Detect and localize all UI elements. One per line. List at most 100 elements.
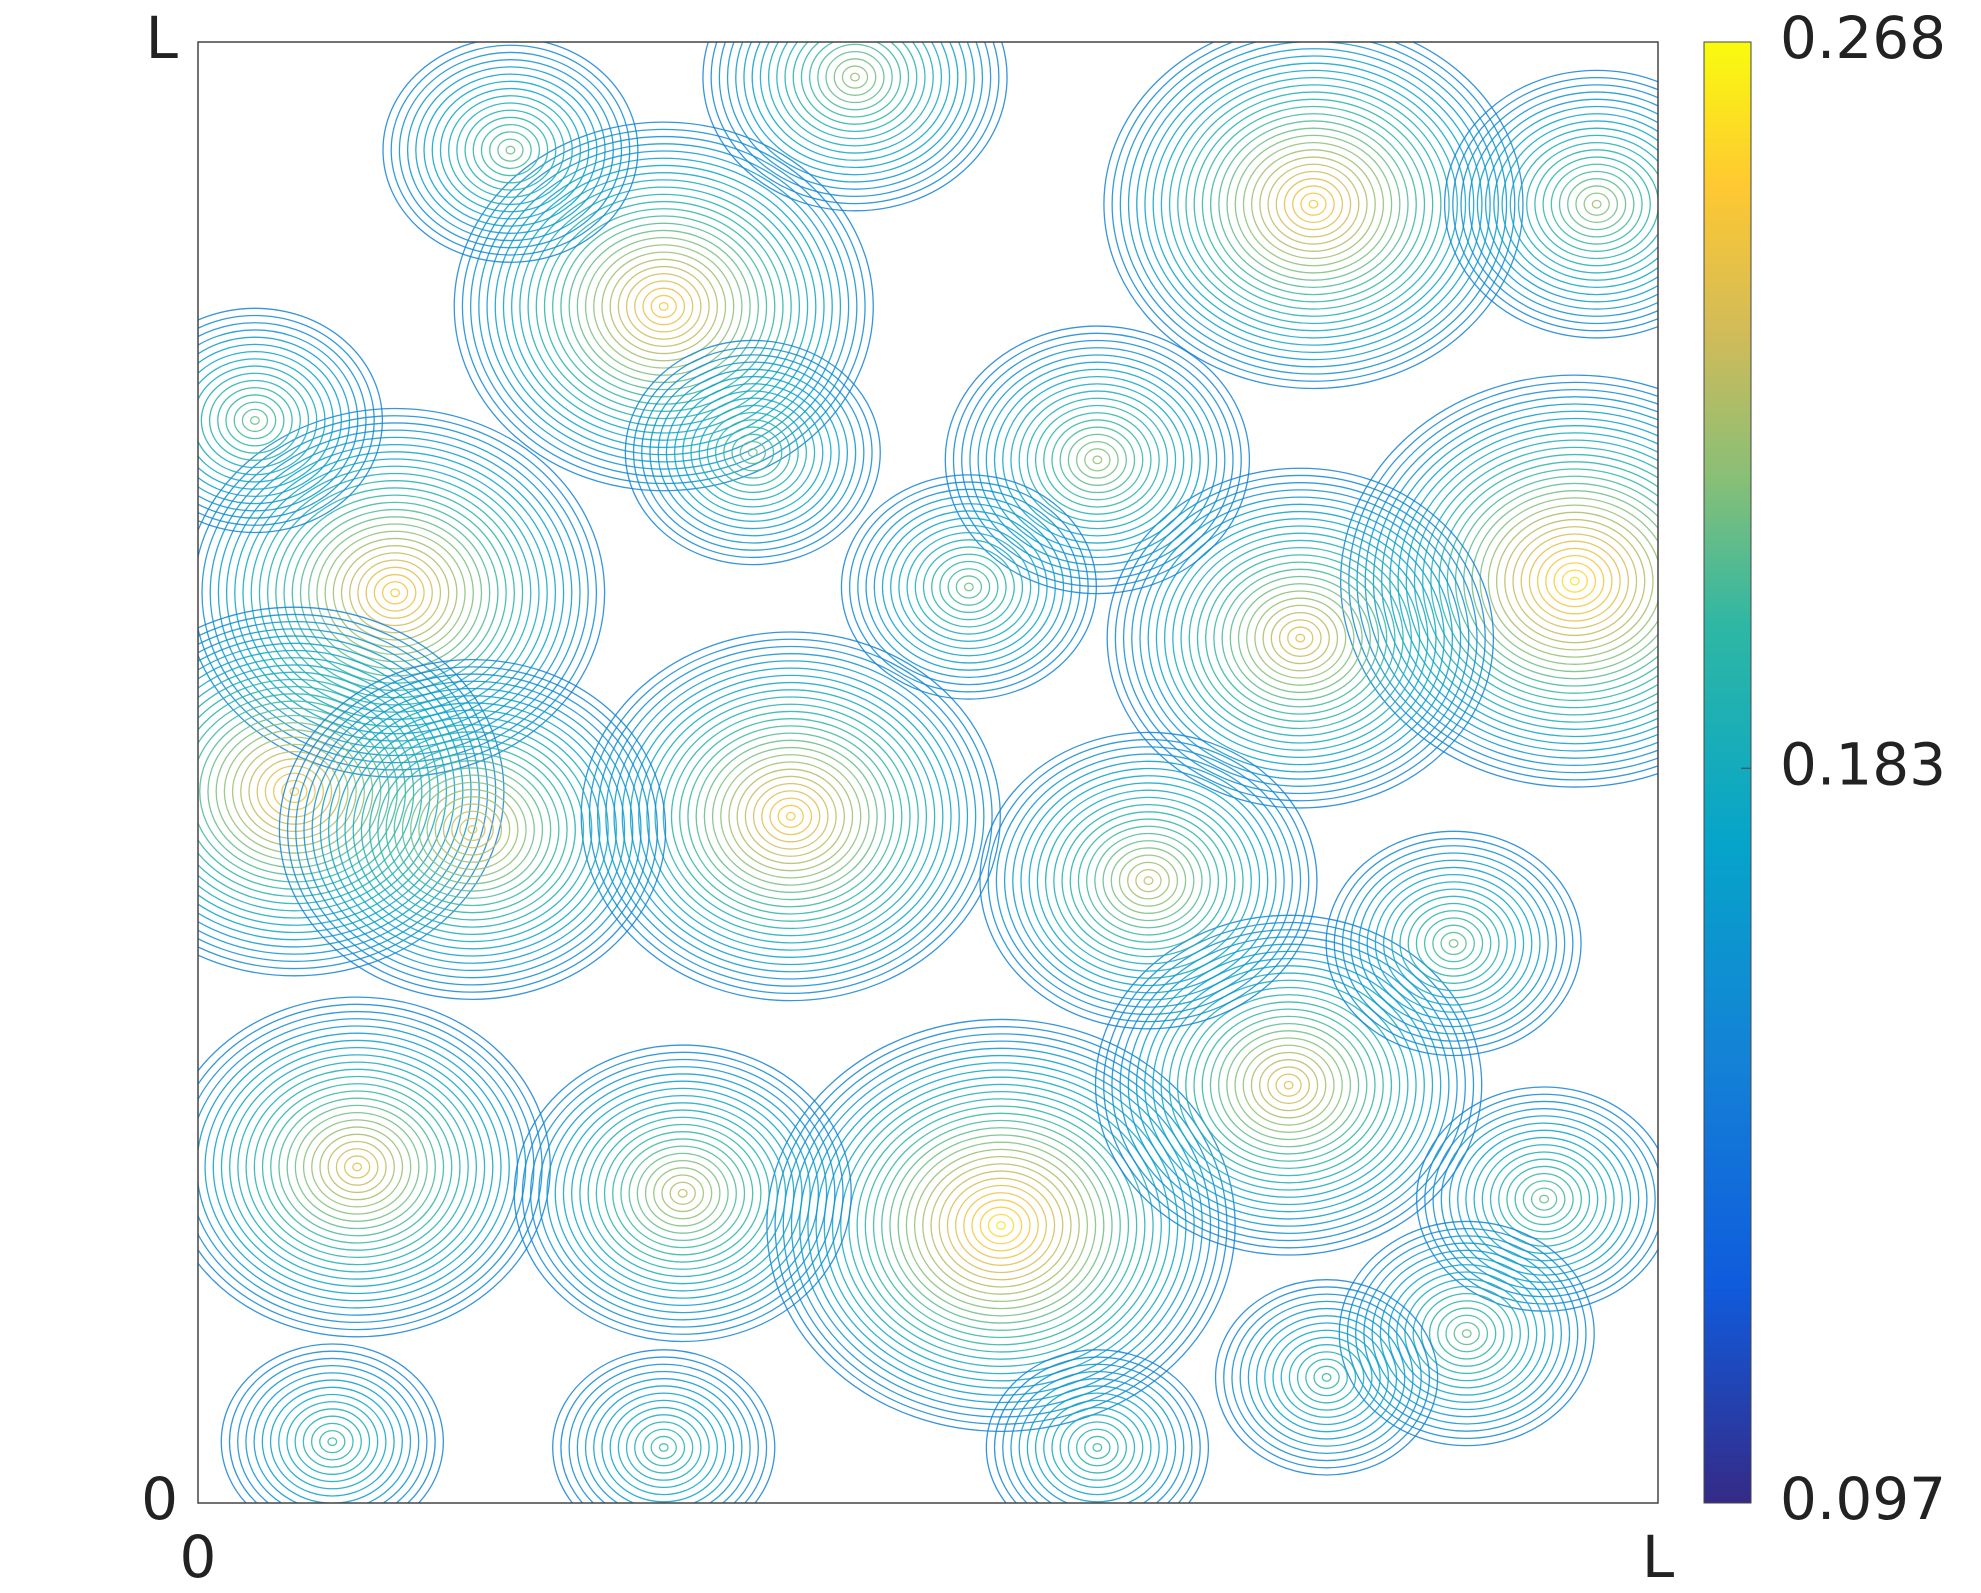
contour-line	[241, 408, 269, 433]
contour-line	[744, 775, 837, 857]
contour-line	[1422, 446, 1658, 716]
contour-line	[1278, 619, 1322, 657]
contour-line	[212, 1039, 502, 1295]
contour-line	[1075, 440, 1119, 479]
contour-line	[1348, 381, 1658, 781]
contour-line	[198, 322, 367, 519]
contour-line	[1340, 374, 1658, 788]
contour-line	[617, 265, 710, 347]
contour-line	[662, 703, 919, 930]
contour-peak	[1325, 830, 1582, 1057]
contour-line	[546, 1073, 820, 1314]
contour-line	[198, 365, 318, 476]
contour-line	[327, 1140, 387, 1194]
contour-line	[1251, 149, 1376, 260]
contour-line	[1473, 1136, 1615, 1262]
contour-line	[1067, 1421, 1127, 1474]
contour-line	[1485, 105, 1658, 303]
contour-line	[1044, 789, 1252, 972]
contour-line	[410, 774, 535, 885]
contour-line	[848, 1091, 1154, 1360]
contour-line	[270, 1090, 445, 1244]
contour-line	[1313, 1365, 1340, 1390]
contour-line	[785, 811, 796, 821]
contour-line	[1407, 902, 1500, 984]
contour-line	[669, 1181, 696, 1205]
contour-line	[245, 1068, 469, 1266]
contour-line	[1226, 1030, 1352, 1141]
contour-line	[385, 752, 560, 907]
contour-line	[1160, 972, 1417, 1198]
contour-line	[1526, 141, 1658, 267]
contour-line	[1272, 1329, 1381, 1426]
contour-line	[1397, 425, 1658, 738]
contour-line	[229, 1054, 486, 1280]
contour-line	[1536, 547, 1613, 615]
contour-line	[223, 729, 365, 854]
contour-line	[204, 1032, 510, 1302]
contour-line	[1270, 611, 1330, 665]
contour-line	[1489, 1151, 1599, 1247]
contour-line	[467, 825, 478, 834]
contour-line	[377, 745, 568, 914]
contour-line	[198, 657, 448, 926]
contour-peak	[1094, 914, 1483, 1256]
contour-line	[1498, 1158, 1591, 1240]
contour-line	[245, 1365, 420, 1503]
contour-line	[1341, 845, 1566, 1042]
contour-line	[1127, 861, 1170, 900]
contour-line	[1127, 943, 1450, 1227]
contour-line	[352, 723, 593, 936]
contour-line	[629, 674, 952, 958]
contour-line	[947, 568, 991, 606]
contour-line	[494, 157, 833, 456]
contour-line	[302, 1415, 362, 1468]
contour-line	[1259, 1059, 1319, 1112]
contour-line	[702, 42, 1008, 212]
contour-line	[1325, 830, 1582, 1057]
contour-line	[636, 1152, 729, 1234]
contour-line	[1026, 1385, 1168, 1503]
contour-line	[897, 1134, 1105, 1317]
contour-line	[406, 59, 614, 242]
contour-line	[625, 1414, 702, 1481]
contour-peak	[840, 474, 1097, 700]
contour-line	[1051, 1406, 1144, 1489]
contour-line	[1412, 1285, 1521, 1382]
contour-line	[1221, 568, 1380, 708]
contour-line	[1391, 888, 1517, 999]
y-tick-label: L	[146, 4, 178, 72]
contour-line	[278, 1393, 387, 1490]
contour-line	[1002, 1363, 1193, 1503]
contour-line	[1102, 840, 1195, 922]
contour-line	[469, 135, 858, 477]
contour-line	[979, 1206, 1023, 1245]
contour-line	[850, 72, 860, 82]
contour-line	[357, 559, 433, 627]
contour-line	[319, 1133, 395, 1201]
contour-line	[505, 145, 516, 155]
contour-line	[1168, 979, 1409, 1191]
contour-line	[253, 1075, 461, 1259]
contour-line	[985, 1349, 1210, 1503]
contour-line	[311, 687, 634, 972]
contour-line	[511, 172, 817, 441]
contour-line	[220, 1047, 494, 1287]
contour-line	[278, 658, 667, 1000]
contour-line	[728, 761, 854, 872]
contour-line	[1432, 1100, 1656, 1298]
contour-line	[459, 817, 486, 842]
contour-line	[1387, 1264, 1546, 1403]
contour-line	[1185, 994, 1393, 1177]
contour-line	[1539, 1194, 1550, 1204]
contour-peak	[382, 42, 639, 263]
contour-line	[1223, 1286, 1431, 1469]
contour-line	[889, 1127, 1113, 1324]
contour-line	[478, 143, 850, 470]
contour-line	[609, 258, 718, 355]
contour-field	[198, 42, 1658, 1503]
contour-line	[955, 575, 983, 599]
contour-line	[657, 368, 849, 537]
contour-line	[319, 1429, 346, 1454]
contour-line	[641, 354, 865, 551]
